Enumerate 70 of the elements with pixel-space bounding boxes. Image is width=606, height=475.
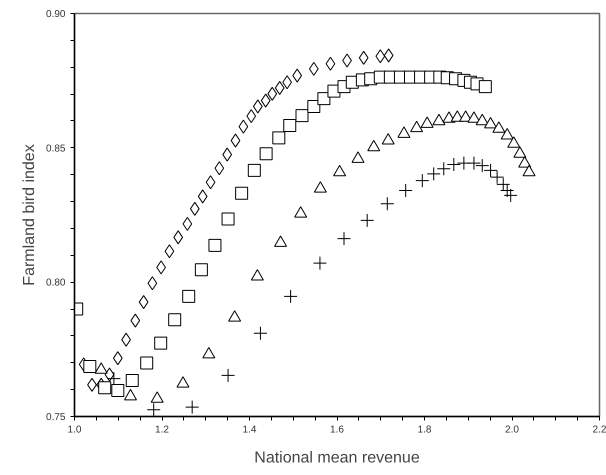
point — [182, 290, 196, 303]
point — [283, 119, 296, 132]
point — [358, 50, 369, 65]
x-tick-label: 2.0 — [505, 424, 520, 436]
point — [267, 86, 278, 101]
point — [173, 230, 184, 244]
point — [98, 381, 112, 394]
point — [504, 188, 518, 202]
point — [312, 256, 327, 270]
point — [208, 238, 222, 252]
point — [466, 156, 481, 170]
point — [185, 400, 200, 414]
point — [446, 157, 461, 172]
y-tick-label: 0.90 — [46, 9, 66, 20]
point — [490, 170, 504, 184]
point — [426, 166, 441, 181]
point — [475, 158, 490, 173]
point — [308, 62, 319, 76]
point — [154, 336, 168, 350]
point — [112, 351, 123, 366]
point — [221, 368, 236, 382]
point — [253, 326, 268, 340]
point — [484, 163, 498, 178]
point — [496, 177, 510, 192]
x-tick-label: 1.0 — [68, 424, 82, 436]
y-axis-title: Farmland bird index — [21, 144, 38, 286]
point — [380, 196, 394, 211]
point — [248, 164, 261, 177]
point — [260, 94, 271, 108]
x-tick-label: 1.2 — [155, 424, 170, 436]
point — [130, 314, 140, 328]
point — [214, 161, 224, 176]
point — [198, 189, 208, 204]
point — [190, 202, 200, 216]
point — [222, 148, 232, 162]
point — [296, 109, 308, 122]
point — [398, 184, 413, 198]
point — [284, 289, 298, 304]
point — [252, 99, 263, 114]
point — [106, 372, 121, 386]
point — [235, 186, 248, 200]
point — [246, 109, 256, 124]
y-tick-label: 0.80 — [46, 278, 66, 289]
y-tick-label: 0.75 — [46, 412, 66, 423]
point — [194, 263, 208, 276]
point — [292, 68, 302, 83]
x-axis-title: National mean revenue — [254, 450, 420, 466]
y-tick-label: 0.85 — [46, 143, 66, 154]
x-tick-label: 1.4 — [242, 424, 257, 436]
point — [415, 174, 430, 188]
x-tick-label: 1.8 — [418, 424, 432, 436]
point — [317, 92, 330, 106]
point — [337, 232, 351, 246]
x-tick-label: 1.6 — [330, 424, 344, 436]
point — [83, 360, 96, 374]
point — [168, 313, 182, 326]
point — [222, 212, 235, 226]
x-tick-label: 2.2 — [592, 424, 606, 436]
point — [126, 374, 139, 387]
point — [260, 147, 273, 160]
point — [500, 184, 514, 198]
point — [146, 402, 161, 416]
point — [111, 384, 124, 397]
point — [360, 213, 374, 228]
point — [478, 80, 492, 94]
point — [274, 80, 285, 95]
point — [140, 356, 154, 370]
point — [375, 49, 386, 64]
point — [436, 162, 451, 176]
point — [272, 131, 286, 144]
